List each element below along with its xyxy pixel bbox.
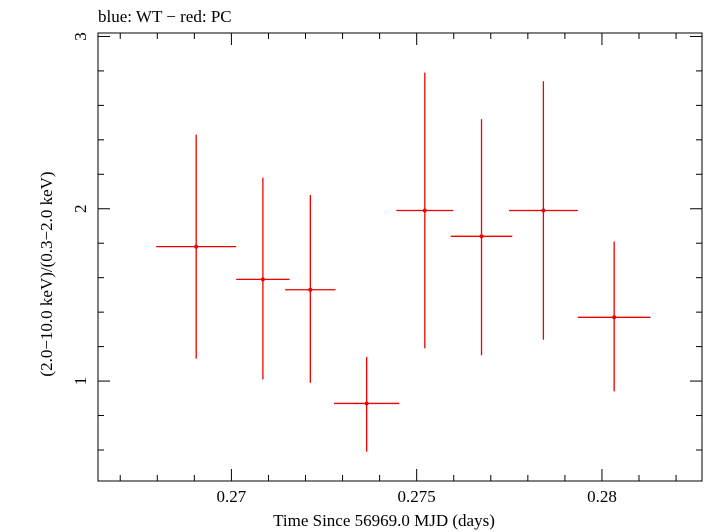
y-minor-ticks [98, 70, 702, 451]
x-axis-label: Time Since 56969.0 MJD (days) [273, 511, 495, 530]
x-tick-label: 0.275 [398, 487, 436, 506]
data-point [334, 356, 400, 452]
data-point [508, 81, 578, 340]
data-point [236, 177, 290, 380]
point-marker [541, 208, 546, 213]
x-minor-ticks [119, 33, 677, 481]
x-tick-label: 0.27 [217, 487, 247, 506]
y-axis-ticks: 1 2 3 [71, 32, 702, 385]
data-point [285, 194, 336, 383]
point-marker [308, 287, 313, 292]
y-tick-label: 3 [71, 32, 90, 41]
y-tick-label: 2 [71, 205, 90, 214]
point-marker [479, 234, 484, 239]
data-points [156, 72, 651, 452]
x-axis-ticks: 0.27 0.275 0.28 [217, 33, 617, 506]
chart-title: blue: WT − red: PC [98, 7, 232, 26]
point-marker [260, 277, 265, 282]
data-point [577, 241, 651, 392]
data-point [156, 134, 237, 359]
y-tick-label: 1 [71, 377, 90, 386]
point-marker [612, 315, 617, 320]
data-point [396, 72, 454, 349]
point-marker [194, 244, 199, 249]
point-marker [364, 401, 369, 406]
x-tick-label: 0.28 [587, 487, 617, 506]
data-point [450, 119, 513, 356]
plot-frame [97, 32, 703, 482]
point-marker [422, 208, 427, 213]
y-axis-label: (2.0−10.0 keV)/(0.3−2.0 keV) [37, 171, 56, 376]
